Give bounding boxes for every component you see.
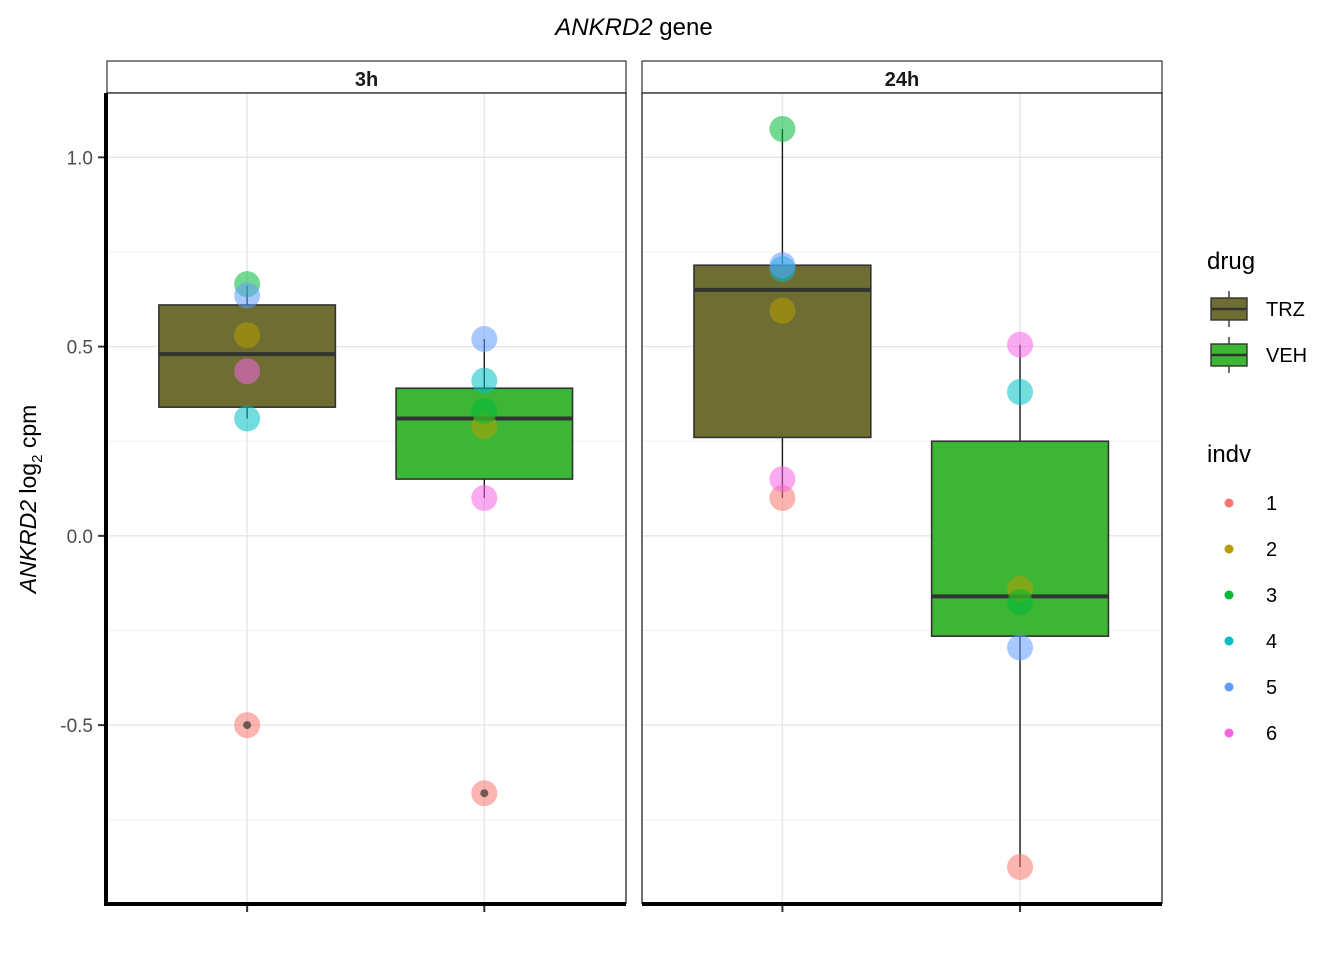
indv-legend-label: 5 bbox=[1266, 677, 1277, 699]
facet-strip-24h bbox=[641, 60, 1163, 94]
box-24h-TRZ bbox=[693, 115, 872, 511]
panels-layer: 3h 24h bbox=[106, 60, 1163, 912]
indv-legend-key-5 bbox=[1224, 682, 1234, 692]
indv-legend-label: 4 bbox=[1266, 631, 1277, 653]
y-axis-gene-name: ANKRD2 bbox=[15, 500, 41, 596]
facet-strip-label: 3h bbox=[355, 69, 378, 91]
data-point-indv-1 bbox=[769, 485, 796, 511]
drug-legend-label: VEH bbox=[1266, 345, 1307, 367]
data-point-indv-5 bbox=[234, 282, 261, 309]
y-tick-label: 1.0 bbox=[67, 148, 93, 169]
y-axis-subscript: 2 bbox=[29, 455, 46, 463]
data-point-indv-4 bbox=[1007, 379, 1034, 406]
data-point-indv-1 bbox=[1007, 854, 1034, 881]
indv-legend-key-2 bbox=[1224, 544, 1234, 554]
outlier-point bbox=[480, 789, 489, 798]
data-point-indv-5 bbox=[769, 252, 796, 279]
data-point-indv-2 bbox=[769, 297, 796, 324]
drug-legend: drug TRZ VEH bbox=[1207, 248, 1307, 373]
chart-title: ANKRD2 gene bbox=[553, 14, 712, 41]
facet-strip-label: 24h bbox=[885, 69, 919, 91]
y-tick-label: 0.0 bbox=[67, 527, 93, 548]
box-3h-VEH bbox=[395, 326, 574, 807]
drug-legend-title: drug bbox=[1207, 248, 1255, 275]
indv-legend-label: 3 bbox=[1266, 585, 1277, 607]
data-point-indv-2 bbox=[234, 322, 261, 349]
facet-strip-3h bbox=[106, 60, 627, 94]
drug-legend-label: TRZ bbox=[1266, 299, 1305, 321]
indv-legend-key-6 bbox=[1224, 728, 1234, 738]
outlier-point bbox=[243, 721, 252, 730]
data-point-indv-6 bbox=[234, 358, 261, 385]
box-3h-TRZ bbox=[158, 271, 337, 739]
indv-legend-label: 6 bbox=[1266, 723, 1277, 745]
drug-legend-key-VEH bbox=[1210, 337, 1248, 373]
indv-legend-label: 2 bbox=[1266, 539, 1277, 561]
indv-legend-key-3 bbox=[1224, 590, 1234, 600]
data-point-indv-5 bbox=[471, 326, 498, 353]
data-point-indv-6 bbox=[471, 485, 498, 511]
indv-legend-key-1 bbox=[1224, 498, 1234, 508]
y-axis-unit: cpm bbox=[15, 405, 41, 455]
data-point-indv-6 bbox=[769, 466, 796, 493]
facet-panel-24h: 24h bbox=[641, 60, 1163, 912]
indv-legend-label: 1 bbox=[1266, 493, 1277, 515]
data-point-indv-6 bbox=[1007, 331, 1034, 358]
data-point-indv-3 bbox=[471, 397, 498, 424]
y-axis-title: ANKRD2 log2 cpm bbox=[15, 405, 46, 596]
y-axis: -0.5 0.0 0.5 1.0 bbox=[60, 93, 108, 906]
indv-legend: indv 1 2 3 4 5 6 bbox=[1207, 441, 1277, 745]
data-point-indv-3 bbox=[1007, 589, 1034, 616]
data-point-indv-4 bbox=[234, 405, 261, 432]
panel-background bbox=[107, 93, 626, 903]
data-point-indv-3 bbox=[769, 115, 796, 142]
y-axis-log: log bbox=[15, 463, 41, 500]
y-tick-label: 0.5 bbox=[67, 338, 93, 359]
box-body bbox=[693, 264, 872, 439]
legend: drug TRZ VEH indv 1 2 3 4 5 6 bbox=[1207, 248, 1307, 745]
box-24h-VEH bbox=[930, 331, 1110, 881]
data-point-indv-4 bbox=[471, 367, 498, 394]
indv-legend-key-4 bbox=[1224, 636, 1234, 646]
title-gene-name: ANKRD2 bbox=[553, 14, 652, 41]
facet-panel-3h: 3h bbox=[106, 60, 627, 912]
indv-legend-title: indv bbox=[1207, 441, 1251, 468]
title-suffix: gene bbox=[653, 14, 713, 41]
data-point-indv-5 bbox=[1007, 634, 1034, 661]
y-tick-label: -0.5 bbox=[60, 716, 93, 737]
drug-legend-key-TRZ bbox=[1210, 291, 1248, 327]
